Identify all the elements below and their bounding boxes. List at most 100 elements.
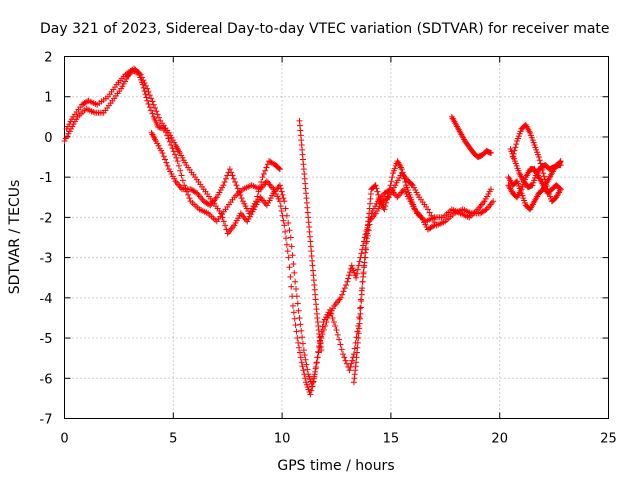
data-point xyxy=(186,195,193,202)
data-point xyxy=(430,215,437,222)
data-point xyxy=(148,95,155,102)
data-point xyxy=(234,185,241,192)
data-point xyxy=(334,331,341,338)
data-point xyxy=(252,198,259,205)
data-point xyxy=(165,135,172,142)
data-point xyxy=(294,300,301,307)
data-point xyxy=(205,201,212,208)
data-point xyxy=(162,156,169,163)
data-point xyxy=(358,250,365,257)
data-point xyxy=(283,241,290,248)
data-point xyxy=(295,307,302,314)
data-point xyxy=(350,351,357,358)
data-point xyxy=(424,206,431,213)
x-tick-label: 25 xyxy=(600,432,617,447)
data-point xyxy=(152,104,159,111)
data-point xyxy=(142,82,149,89)
data-point xyxy=(382,203,389,210)
data-point xyxy=(283,212,290,219)
x-tick-label: 10 xyxy=(274,432,291,447)
data-point xyxy=(383,199,390,206)
data-point xyxy=(163,159,170,166)
data-point xyxy=(357,304,364,311)
data-point xyxy=(313,359,320,366)
data-point xyxy=(288,243,295,250)
data-point xyxy=(357,310,364,317)
data-point xyxy=(137,71,144,78)
data-point xyxy=(256,183,263,190)
data-point xyxy=(136,70,143,77)
x-tick-label: 0 xyxy=(60,432,68,447)
data-point xyxy=(276,165,283,172)
data-point xyxy=(341,354,348,361)
data-point xyxy=(146,104,153,111)
data-point xyxy=(490,198,497,205)
data-point xyxy=(185,191,192,198)
data-point xyxy=(290,261,297,268)
data-point xyxy=(280,195,287,202)
data-point xyxy=(400,172,407,179)
data-point xyxy=(557,186,564,193)
data-point xyxy=(387,182,394,189)
data-point xyxy=(359,285,366,292)
data-point xyxy=(343,281,350,288)
data-point xyxy=(319,323,326,330)
data-point xyxy=(283,235,290,242)
data-point xyxy=(332,322,339,329)
data-point xyxy=(220,182,227,189)
data-point xyxy=(389,174,396,181)
data-point xyxy=(153,108,160,115)
data-point xyxy=(281,198,288,205)
data-point xyxy=(254,193,261,200)
data-point xyxy=(291,269,298,276)
y-tick-label: -1 xyxy=(40,171,53,186)
x-axis-label: GPS time / hours xyxy=(277,458,394,474)
data-point xyxy=(299,340,306,347)
data-point xyxy=(222,222,229,229)
data-point xyxy=(540,170,547,177)
data-point xyxy=(173,154,180,161)
data-point xyxy=(148,107,155,114)
data-point xyxy=(346,367,353,374)
data-point xyxy=(356,258,363,265)
data-point xyxy=(179,177,186,184)
data-point xyxy=(255,188,262,195)
data-point xyxy=(298,327,305,334)
data-point xyxy=(293,293,300,300)
data-point xyxy=(166,138,173,145)
data-point xyxy=(428,212,435,219)
data-point xyxy=(340,351,347,358)
data-point xyxy=(511,147,518,154)
data-point xyxy=(336,336,343,343)
data-point xyxy=(232,178,239,185)
data-point xyxy=(149,98,156,105)
data-point xyxy=(355,262,362,269)
data-point xyxy=(341,285,348,292)
data-point xyxy=(339,291,346,298)
data-point xyxy=(307,391,314,398)
data-point xyxy=(353,274,360,281)
data-point xyxy=(276,182,283,189)
data-point xyxy=(287,273,294,280)
data-point xyxy=(346,272,353,279)
data-point xyxy=(487,186,494,193)
data-point xyxy=(224,172,231,179)
data-point xyxy=(164,162,171,169)
data-point xyxy=(383,196,390,203)
data-point xyxy=(221,178,228,185)
data-point xyxy=(309,383,316,390)
data-point xyxy=(402,178,409,185)
axis-ticks: 0 5 10 15 20 25 -7 -6 -5 -4 -3 -2 -1 0 1 2 xyxy=(40,51,617,447)
data-point xyxy=(401,175,408,182)
data-point xyxy=(285,254,292,261)
data-point xyxy=(487,150,494,157)
data-point xyxy=(354,266,361,273)
data-point xyxy=(294,335,301,342)
data-point xyxy=(292,322,299,329)
data-point xyxy=(145,100,152,107)
data-points xyxy=(61,65,564,398)
data-point xyxy=(144,97,151,104)
data-point xyxy=(297,321,304,328)
data-point xyxy=(541,173,548,180)
data-point xyxy=(384,193,391,200)
